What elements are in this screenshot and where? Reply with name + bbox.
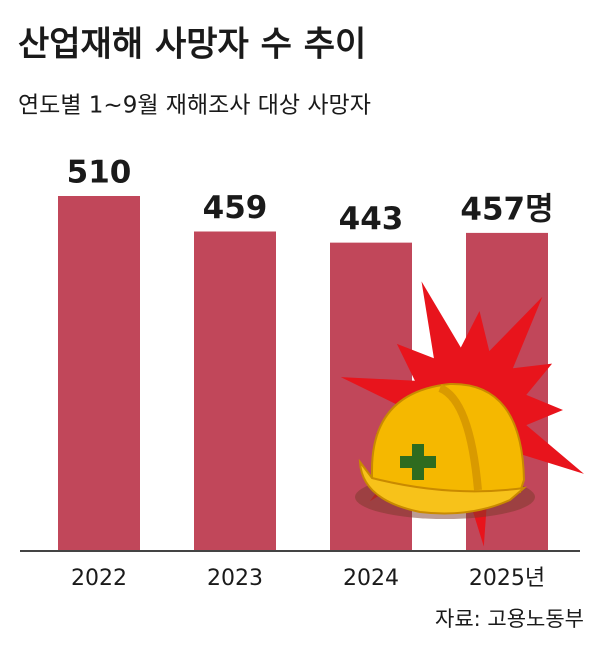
helmet-cross <box>400 444 436 480</box>
helmet-illustration <box>340 281 584 547</box>
x-tick-label: 2025년 <box>469 566 545 591</box>
bar <box>58 196 140 551</box>
x-tick-label: 2023 <box>207 566 263 591</box>
value-label: 510 <box>67 155 132 191</box>
labels: 510 2022 459 2023 443 2024 457명 2025년 <box>67 155 554 592</box>
x-tick-label: 2024 <box>343 566 399 591</box>
bar <box>194 231 276 551</box>
value-label: 443 <box>339 201 404 237</box>
source: 자료: 고용노동부 <box>435 607 584 631</box>
value-label: 459 <box>203 190 268 226</box>
chart-title: 산업재해 사망자 수 추이 <box>18 25 366 65</box>
helmet-ridge <box>438 384 482 491</box>
helmet-brim <box>358 458 528 515</box>
value-label: 457명 <box>460 191 553 227</box>
x-tick-label: 2022 <box>71 566 127 591</box>
chart-subtitle: 연도별 1~9월 재해조사 대상 사망자 <box>18 93 371 119</box>
